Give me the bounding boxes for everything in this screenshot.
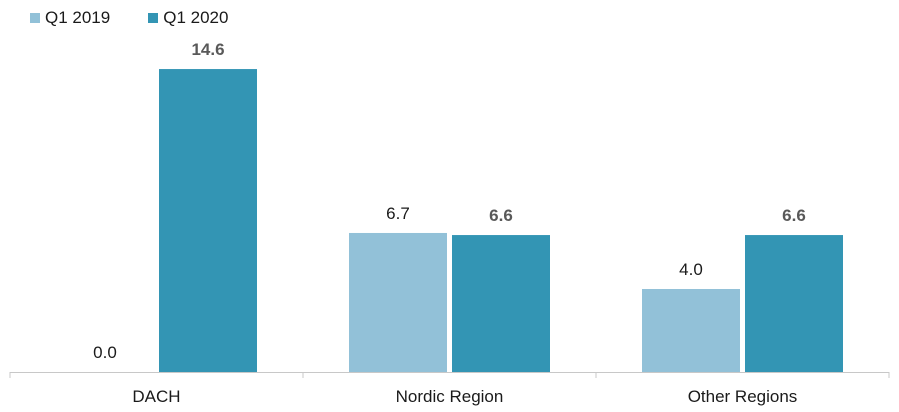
data-label-q1-2020: 6.6 xyxy=(782,206,806,225)
legend-label-q1-2019: Q1 2019 xyxy=(45,8,111,27)
bar-q1-2019 xyxy=(642,289,740,372)
bar-q1-2020 xyxy=(452,235,550,372)
data-label-q1-2020: 6.6 xyxy=(489,206,513,225)
data-label-q1-2020: 14.6 xyxy=(191,40,224,59)
legend-item-q1-2020: Q1 2020 xyxy=(148,8,228,28)
data-label-q1-2019: 0.0 xyxy=(93,343,117,362)
bar-q1-2020 xyxy=(159,69,257,373)
category-label: DACH xyxy=(132,387,180,406)
legend-swatch-q1-2020 xyxy=(148,13,159,23)
data-label-q1-2019: 6.7 xyxy=(386,204,410,223)
legend-swatch-q1-2019 xyxy=(30,13,40,23)
category-label: Nordic Region xyxy=(396,387,504,406)
bar-q1-2020 xyxy=(745,235,843,372)
legend-label-q1-2020: Q1 2020 xyxy=(163,8,229,27)
chart-legend: Q1 2019 Q1 2020 xyxy=(30,8,228,28)
category-label: Other Regions xyxy=(688,387,798,406)
bar-q1-2019 xyxy=(349,232,447,372)
legend-item-q1-2019: Q1 2019 xyxy=(30,8,110,28)
data-label-q1-2019: 4.0 xyxy=(679,260,703,279)
